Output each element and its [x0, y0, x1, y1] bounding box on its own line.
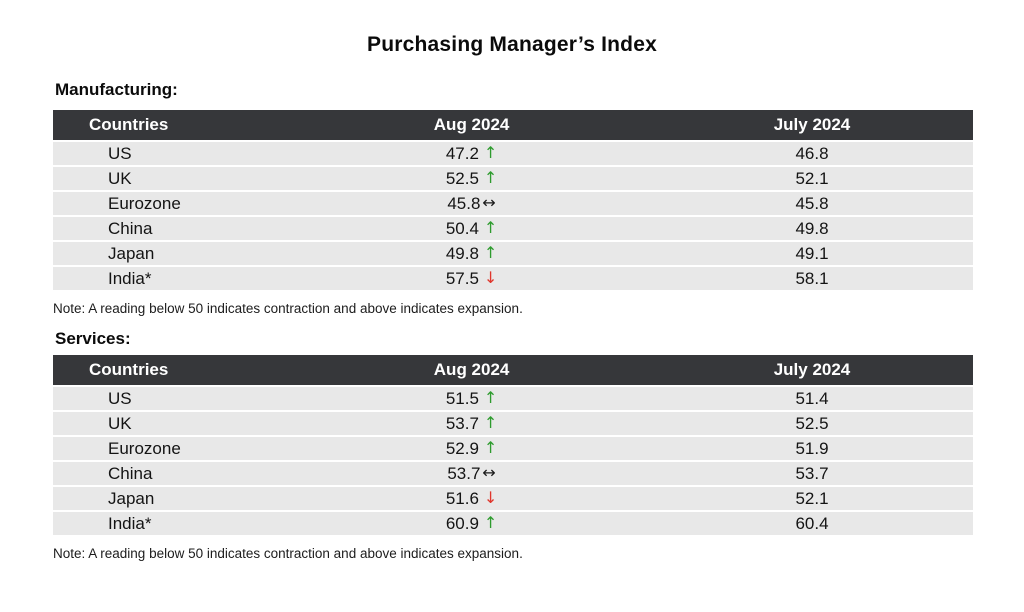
column-header-july-2024: July 2024 — [650, 355, 973, 387]
july-value-cell: 49.1 — [650, 241, 973, 267]
july-value-cell: 51.4 — [650, 386, 973, 412]
arrow-left-right-icon: ↔ — [482, 462, 496, 482]
country-cell: India* — [53, 511, 293, 537]
table-row: UK 52.5 ↑ 52.1 — [53, 166, 973, 192]
table-row: Japan 51.6 ↓ 52.1 — [53, 486, 973, 512]
arrow-up-icon: ↑ — [483, 142, 498, 162]
aug-value-cell: 49.8 ↑ — [292, 241, 651, 267]
aug-value: 52.9 — [445, 438, 479, 458]
country-cell: Japan — [53, 241, 293, 267]
aug-value: 60.9 — [445, 513, 479, 533]
aug-value: 51.6 — [445, 488, 479, 508]
arrow-left-right-icon: ↔ — [482, 192, 496, 212]
manufacturing-note: Note: A reading below 50 indicates contr… — [53, 301, 523, 316]
column-header-countries: Countries — [53, 110, 293, 142]
table-row: India* 57.5 ↓ 58.1 — [53, 266, 973, 292]
aug-value-cell: 52.9 ↑ — [292, 436, 651, 462]
aug-value-cell: 47.2 ↑ — [292, 141, 651, 167]
arrow-down-icon: ↓ — [483, 487, 498, 507]
country-cell: India* — [53, 266, 293, 292]
content: Manufacturing: Countries Aug 2024 July 2… — [53, 57, 973, 561]
aug-value-cell: 51.5 ↑ — [292, 386, 651, 412]
section-heading-services: Services: — [55, 329, 131, 348]
july-value-cell: 53.7 — [650, 461, 973, 487]
table-row: China 50.4 ↑ 49.8 — [53, 216, 973, 242]
aug-value-cell: 52.5 ↑ — [292, 166, 651, 192]
arrow-up-icon: ↑ — [483, 242, 498, 262]
aug-value-cell: 53.7 ↔ — [292, 461, 651, 487]
country-cell: Eurozone — [53, 191, 293, 217]
services-note: Note: A reading below 50 indicates contr… — [53, 546, 523, 561]
country-cell: US — [53, 141, 293, 167]
page-title: Purchasing Manager’s Index — [367, 33, 657, 56]
table-row: Eurozone 45.8 ↔ 45.8 — [53, 191, 973, 217]
column-header-countries: Countries — [53, 355, 293, 387]
country-cell: UK — [53, 166, 293, 192]
aug-value-cell: 53.7 ↑ — [292, 411, 651, 437]
aug-value: 45.8 — [447, 193, 481, 213]
aug-value: 57.5 — [445, 268, 479, 288]
july-value-cell: 52.1 — [650, 166, 973, 192]
aug-value: 51.5 — [445, 388, 479, 408]
section-heading-manufacturing: Manufacturing: — [55, 80, 178, 99]
table-row: UK 53.7 ↑ 52.5 — [53, 411, 973, 437]
column-header-aug-2024: Aug 2024 — [292, 355, 651, 387]
table-row: US 51.5 ↑ 51.4 — [53, 386, 973, 412]
manufacturing-table: Countries Aug 2024 July 2024 US 47.2 ↑ 46… — [53, 110, 973, 292]
july-value-cell: 52.5 — [650, 411, 973, 437]
aug-value: 50.4 — [445, 218, 479, 238]
country-cell: China — [53, 216, 293, 242]
arrow-up-icon: ↑ — [483, 387, 498, 407]
aug-value: 52.5 — [445, 168, 479, 188]
aug-value-cell: 45.8 ↔ — [292, 191, 651, 217]
july-value-cell: 51.9 — [650, 436, 973, 462]
july-value-cell: 49.8 — [650, 216, 973, 242]
column-header-july-2024: July 2024 — [650, 110, 973, 142]
arrow-up-icon: ↑ — [483, 512, 498, 532]
country-cell: UK — [53, 411, 293, 437]
aug-value-cell: 51.6 ↓ — [292, 486, 651, 512]
july-value-cell: 45.8 — [650, 191, 973, 217]
country-cell: US — [53, 386, 293, 412]
table-row: India* 60.9 ↑ 60.4 — [53, 511, 973, 537]
july-value-cell: 60.4 — [650, 511, 973, 537]
country-cell: Japan — [53, 486, 293, 512]
table-row: China 53.7 ↔ 53.7 — [53, 461, 973, 487]
arrow-up-icon: ↑ — [483, 412, 498, 432]
aug-value-cell: 60.9 ↑ — [292, 511, 651, 537]
july-value-cell: 52.1 — [650, 486, 973, 512]
country-cell: China — [53, 461, 293, 487]
aug-value: 47.2 — [445, 143, 479, 163]
table-row: Eurozone 52.9 ↑ 51.9 — [53, 436, 973, 462]
july-value-cell: 58.1 — [650, 266, 973, 292]
aug-value-cell: 50.4 ↑ — [292, 216, 651, 242]
column-header-aug-2024: Aug 2024 — [292, 110, 651, 142]
aug-value: 53.7 — [447, 463, 481, 483]
aug-value-cell: 57.5 ↓ — [292, 266, 651, 292]
table-row: US 47.2 ↑ 46.8 — [53, 141, 973, 167]
aug-value: 53.7 — [445, 413, 479, 433]
table-row: Japan 49.8 ↑ 49.1 — [53, 241, 973, 267]
country-cell: Eurozone — [53, 436, 293, 462]
manufacturing-header-row: Countries Aug 2024 July 2024 — [53, 110, 973, 142]
services-table: Countries Aug 2024 July 2024 US 51.5 ↑ 51… — [53, 355, 973, 537]
arrow-up-icon: ↑ — [483, 217, 498, 237]
arrow-down-icon: ↓ — [483, 267, 498, 287]
aug-value: 49.8 — [445, 243, 479, 263]
july-value-cell: 46.8 — [650, 141, 973, 167]
services-header-row: Countries Aug 2024 July 2024 — [53, 355, 973, 387]
arrow-up-icon: ↑ — [483, 437, 498, 457]
arrow-up-icon: ↑ — [483, 167, 498, 187]
